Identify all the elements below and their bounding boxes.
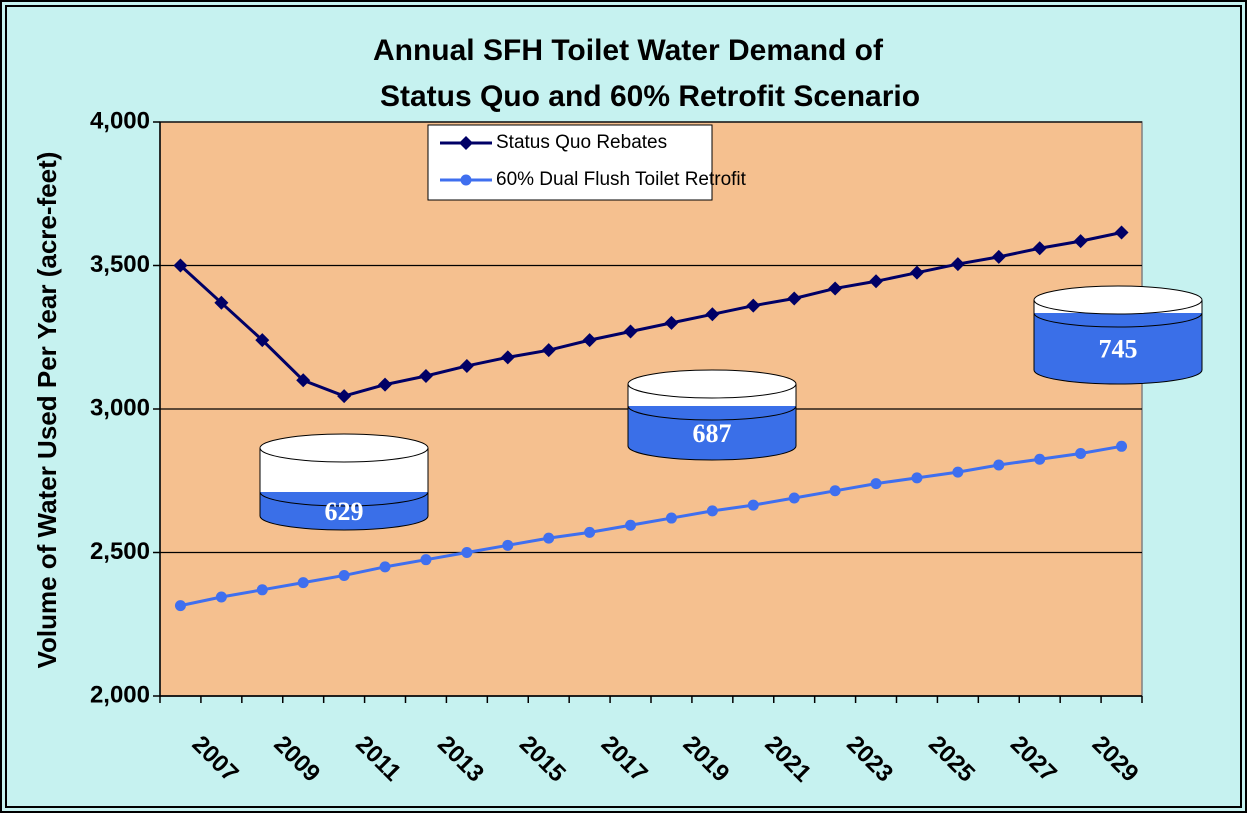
marker bbox=[950, 257, 965, 272]
cylinder-top bbox=[627, 369, 797, 399]
marker bbox=[787, 291, 802, 306]
y-tick-label: 3,000 bbox=[90, 394, 150, 421]
marker bbox=[214, 295, 229, 310]
marker bbox=[747, 499, 759, 511]
marker bbox=[788, 492, 800, 504]
marker bbox=[461, 547, 473, 558]
cylinder-fill bbox=[1034, 313, 1202, 370]
cylinder-level bbox=[627, 405, 797, 421]
annotation: 745 bbox=[1099, 334, 1138, 363]
cylinder: 745 bbox=[1033, 285, 1203, 385]
annotation: 687 bbox=[693, 419, 732, 448]
title-line: Status Quo and 60% Retrofit Scenario bbox=[380, 80, 920, 113]
series-line bbox=[180, 444, 1122, 608]
cylinder-fill bbox=[260, 492, 428, 516]
marker bbox=[952, 466, 964, 478]
y-axis-label: Volume of Water Used Per Year (acre-feet… bbox=[32, 152, 62, 669]
y-tick-label: 2,500 bbox=[90, 538, 150, 565]
marker bbox=[173, 258, 188, 273]
marker bbox=[460, 174, 472, 186]
cylinder-fill bbox=[628, 406, 796, 446]
marker bbox=[991, 249, 1006, 264]
cylinder-top bbox=[259, 433, 429, 463]
marker bbox=[1114, 225, 1129, 240]
series-line bbox=[179, 231, 1122, 398]
cylinder-top bbox=[1033, 285, 1203, 315]
marker bbox=[459, 358, 474, 373]
marker bbox=[337, 389, 352, 404]
marker bbox=[297, 577, 309, 589]
y-tick-label: 4,000 bbox=[90, 107, 150, 134]
marker bbox=[623, 324, 638, 339]
marker bbox=[665, 512, 677, 524]
marker bbox=[256, 584, 268, 596]
y-tick-label: 3,500 bbox=[90, 251, 150, 278]
marker bbox=[543, 532, 555, 544]
marker bbox=[296, 373, 311, 388]
legend-label: 60% Dual Flush Toilet Retrofit bbox=[496, 169, 747, 190]
marker bbox=[255, 333, 270, 348]
marker bbox=[993, 459, 1005, 471]
annotation: 629 bbox=[325, 497, 364, 526]
marker bbox=[459, 136, 473, 150]
marker bbox=[1075, 447, 1087, 459]
marker bbox=[541, 343, 556, 358]
marker bbox=[420, 554, 432, 566]
marker bbox=[378, 377, 393, 392]
marker bbox=[584, 526, 596, 538]
marker bbox=[664, 315, 679, 330]
marker bbox=[705, 307, 720, 322]
marker bbox=[379, 561, 391, 573]
marker bbox=[174, 600, 186, 612]
marker bbox=[1073, 234, 1088, 249]
marker bbox=[502, 539, 514, 551]
marker bbox=[582, 333, 597, 348]
marker bbox=[338, 569, 350, 581]
marker bbox=[1032, 241, 1047, 256]
marker bbox=[706, 505, 718, 517]
cylinder: 629 bbox=[259, 433, 429, 531]
cylinder-level bbox=[259, 491, 429, 507]
marker bbox=[500, 350, 515, 365]
marker bbox=[625, 519, 637, 531]
cylinder: 687 bbox=[627, 369, 797, 461]
marker bbox=[1034, 453, 1046, 465]
marker bbox=[829, 485, 841, 497]
marker bbox=[870, 478, 882, 490]
marker bbox=[869, 274, 884, 289]
marker bbox=[909, 265, 924, 280]
marker bbox=[828, 281, 843, 296]
marker bbox=[911, 472, 923, 484]
marker bbox=[1116, 440, 1128, 452]
title-line: Annual SFH Toilet Water Demand of bbox=[373, 34, 884, 67]
y-tick-label: 2,000 bbox=[90, 681, 150, 708]
legend bbox=[427, 124, 713, 201]
marker bbox=[746, 298, 761, 313]
legend-label: Status Quo Rebates bbox=[496, 132, 667, 153]
frame-inner bbox=[5, 5, 1242, 808]
marker bbox=[215, 591, 227, 603]
cylinder-level bbox=[1033, 312, 1203, 328]
marker bbox=[418, 368, 433, 383]
